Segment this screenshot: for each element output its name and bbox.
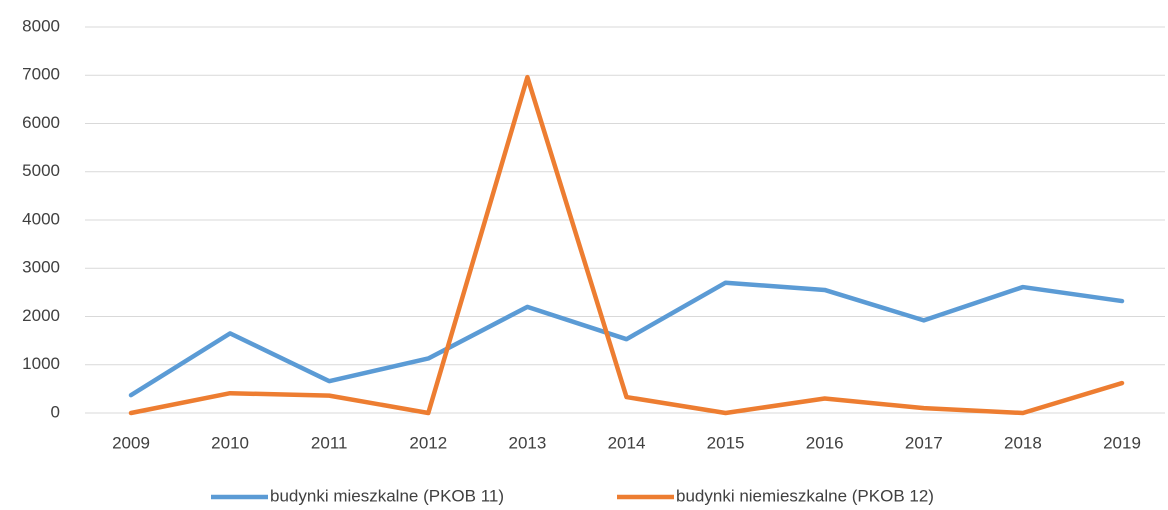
legend-label: budynki mieszkalne (PKOB 11) (270, 486, 504, 505)
x-tick-label: 2017 (905, 433, 943, 452)
series-line (128, 74, 1125, 416)
x-tick-label: 2009 (112, 433, 150, 452)
y-tick-label: 5000 (22, 161, 60, 180)
y-tick-label: 0 (51, 402, 60, 421)
y-tick-label: 7000 (22, 65, 60, 84)
x-tick-label: 2016 (806, 433, 844, 452)
legend-label: budynki niemieszkalne (PKOB 12) (676, 486, 934, 505)
y-tick-label: 6000 (22, 113, 60, 132)
y-tick-label: 1000 (22, 354, 60, 373)
y-tick-label: 4000 (22, 209, 60, 228)
x-tick-label: 2011 (311, 433, 348, 452)
x-tick-label: 2018 (1004, 433, 1042, 452)
x-tick-label: 2015 (707, 433, 745, 452)
x-tick-label: 2013 (508, 433, 546, 452)
x-tick-label: 2012 (409, 433, 447, 452)
y-tick-label: 3000 (22, 258, 60, 277)
x-tick-label: 2019 (1103, 433, 1141, 452)
y-tick-label: 8000 (22, 16, 60, 35)
y-tick-label: 2000 (22, 306, 60, 325)
x-tick-label: 2010 (211, 433, 249, 452)
x-tick-label: 2014 (608, 433, 646, 452)
series-line (128, 280, 1125, 398)
